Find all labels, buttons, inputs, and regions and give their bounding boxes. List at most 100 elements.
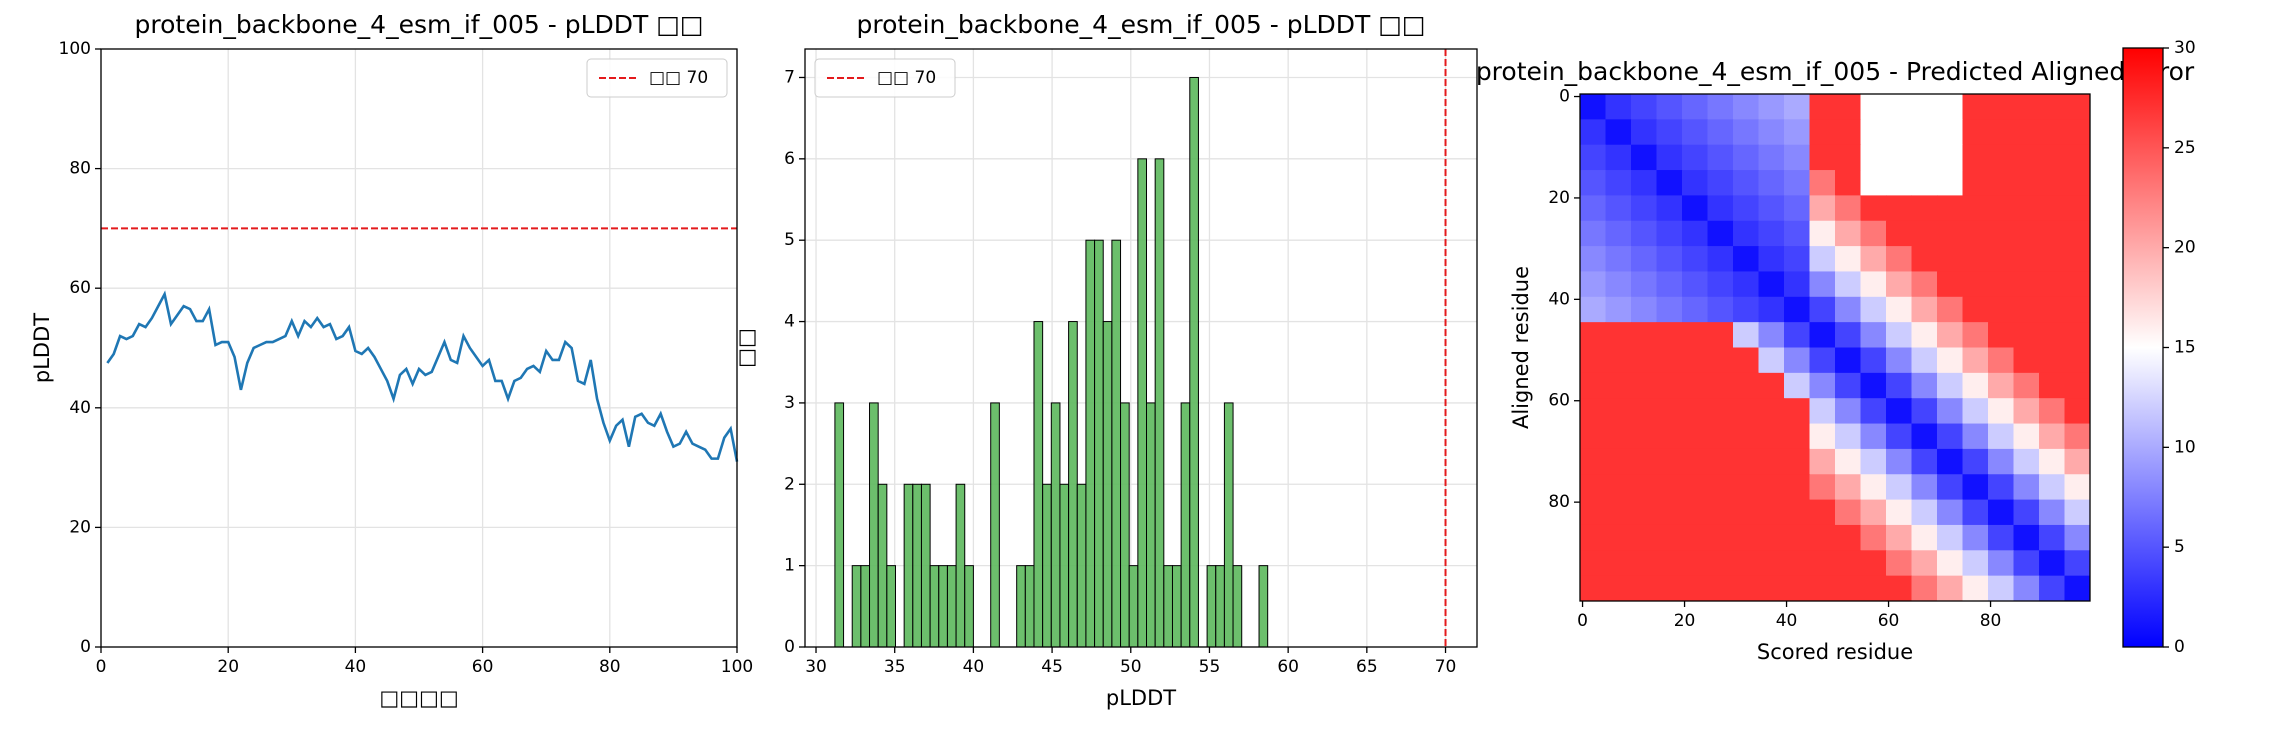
x-tick-label: 40	[345, 657, 367, 677]
hist-bar	[1180, 402, 1191, 648]
heat-cell	[1605, 550, 1632, 577]
heat-cell	[2013, 246, 2040, 272]
heat-cell	[1656, 347, 1683, 374]
heat-cell	[1733, 575, 1759, 602]
heat-cell	[1656, 524, 1683, 551]
y-tick-label: 1	[784, 556, 795, 576]
heat-cell	[1758, 119, 1785, 146]
heat-cell	[1911, 398, 1938, 425]
hist-bar	[1120, 402, 1130, 648]
heat-cell	[1835, 372, 1861, 399]
heat-cell	[1733, 246, 1759, 272]
hist-bar	[1068, 321, 1078, 648]
heat-cell	[1988, 372, 2014, 399]
heat-cell	[2013, 170, 2040, 196]
heat-cell	[2039, 246, 2065, 272]
heat-cell	[2013, 474, 2040, 501]
heat-cell	[1605, 94, 1632, 120]
heat-cell	[1784, 195, 1810, 222]
heat-cell	[1580, 398, 1606, 425]
hist-bar	[1024, 565, 1035, 648]
heat-cell	[1784, 372, 1810, 399]
heat-cell	[1784, 322, 1810, 348]
heat-cell	[1988, 195, 2014, 222]
heat-cell	[2064, 220, 2091, 247]
heat-cell	[1784, 119, 1810, 146]
heat-cell	[2064, 94, 2091, 120]
heat-cell	[1631, 296, 1657, 323]
heat-cell	[1860, 271, 1887, 298]
heat-cell	[1580, 423, 1606, 450]
hist-bar	[1146, 402, 1156, 648]
heat-cell	[1605, 144, 1632, 171]
heat-cell	[1682, 246, 1708, 272]
heat-cell	[1631, 575, 1657, 602]
heat-cell	[1758, 423, 1785, 450]
heat-cell	[1835, 448, 1861, 475]
y-tick-label: 2	[784, 474, 795, 494]
heat-cell	[2039, 271, 2065, 298]
heat-cell	[1962, 94, 1989, 120]
heat-cell	[1784, 550, 1810, 577]
heat-cell	[1656, 398, 1683, 425]
heat-cell	[1911, 575, 1938, 602]
heat-cell	[1835, 94, 1861, 120]
heat-cell	[1886, 575, 1912, 602]
heat-cell	[2064, 474, 2091, 501]
heat-cell	[1860, 296, 1887, 323]
heat-cell	[1682, 296, 1708, 323]
x-axis-label: Scored residue	[1757, 640, 1913, 664]
heat-cell	[1886, 195, 1912, 222]
heat-cell	[2039, 575, 2065, 602]
hist-bar	[964, 565, 974, 648]
heat-cell	[1988, 246, 2014, 272]
heat-cell	[1911, 550, 1938, 577]
plddt-line	[106, 290, 739, 462]
hist-bar	[946, 565, 957, 648]
heat-cell	[1860, 119, 1887, 146]
heat-cell	[1809, 220, 1836, 247]
heat-cell	[2064, 372, 2091, 399]
heat-cell	[1580, 499, 1606, 526]
heat-cell	[1809, 144, 1836, 171]
heat-cell	[1707, 575, 1734, 602]
hist-bar	[1050, 402, 1061, 648]
colorbar-tick-label: 30	[2174, 38, 2196, 58]
heat-cell	[2039, 170, 2065, 196]
heat-cell	[2064, 170, 2091, 196]
hist-bar	[1076, 483, 1087, 648]
x-tick-label: 60	[1878, 611, 1900, 631]
heat-cell	[1860, 423, 1887, 450]
heat-cell	[1988, 322, 2014, 348]
heat-cell	[1962, 448, 1989, 475]
heat-cell	[1911, 220, 1938, 247]
heat-cell	[1580, 347, 1606, 374]
heat-cell	[1631, 372, 1657, 399]
y-axis-label: Aligned residue	[1509, 266, 1533, 429]
heat-cell	[1860, 94, 1887, 120]
heat-cell	[1631, 119, 1657, 146]
heat-cell	[1656, 94, 1683, 120]
hist-bar	[1189, 76, 1199, 648]
y-tick-label: 60	[69, 278, 91, 298]
hist-bar	[860, 565, 871, 648]
heat-cell	[1707, 347, 1734, 374]
heat-cell	[2064, 575, 2091, 602]
heat-cell	[1733, 94, 1759, 120]
heat-cell	[1682, 474, 1708, 501]
heat-cell	[2013, 550, 2040, 577]
heat-cell	[1860, 220, 1887, 247]
heat-cell	[1809, 423, 1836, 450]
x-tick-label: 0	[1577, 611, 1588, 631]
hist-bar	[920, 483, 931, 648]
heat-cell	[1937, 474, 1963, 501]
heat-cell	[2039, 372, 2065, 399]
heat-cell	[1962, 423, 1989, 450]
y-tick-label: 7	[784, 67, 795, 87]
heat-cell	[1605, 347, 1632, 374]
hist-bar	[1085, 239, 1096, 648]
heat-cell	[1835, 271, 1861, 298]
heat-cell	[1682, 94, 1708, 120]
heat-cell	[2064, 322, 2091, 348]
chart-title: protein_backbone_4_esm_if_005 - Predicte…	[1476, 57, 2195, 86]
